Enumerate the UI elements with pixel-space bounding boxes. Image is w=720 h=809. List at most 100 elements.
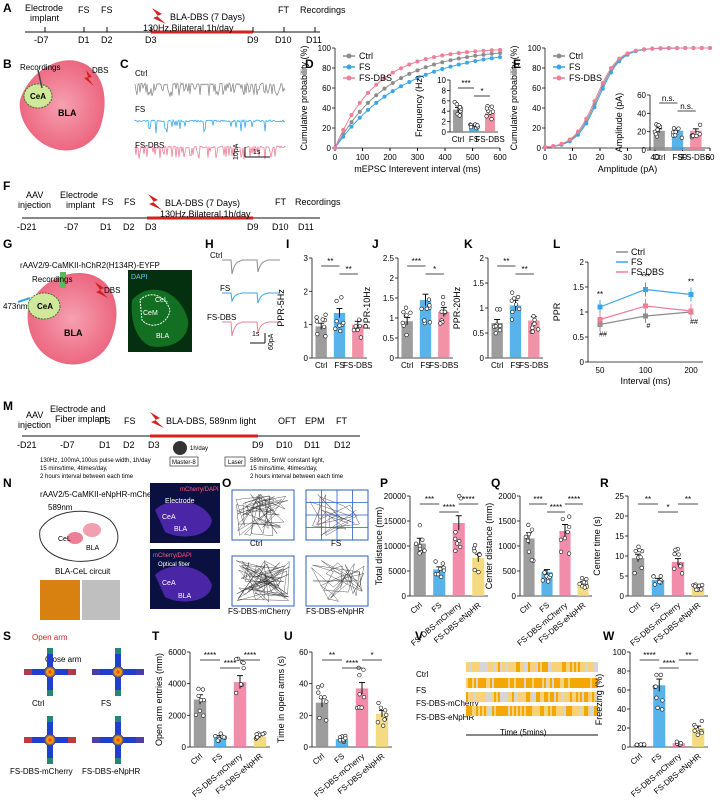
bar	[653, 685, 666, 747]
timeline-f-fs: FS	[124, 197, 136, 207]
panel-label-f: F	[3, 179, 10, 193]
raster-cell	[546, 678, 548, 688]
raster-cell	[584, 706, 586, 716]
bar	[485, 113, 495, 132]
trace-line	[134, 144, 286, 160]
data-point	[404, 313, 409, 318]
data-point	[493, 331, 498, 336]
raster-cell	[538, 678, 540, 688]
sig-label: ****	[204, 651, 216, 660]
x-tick-label: FS	[650, 752, 664, 765]
raster-cell	[596, 662, 598, 672]
label-bla: BLA	[64, 328, 83, 338]
raster-cell	[544, 678, 546, 688]
y-tick-label: 10000	[384, 542, 407, 551]
raster-cell	[588, 706, 590, 716]
x-tick-label: Ctrl	[629, 752, 644, 767]
sig-label: ****	[443, 503, 455, 512]
group-label: FS-DBS-eNpHR	[306, 607, 364, 616]
y-tick-label: 40	[299, 680, 308, 689]
timeline-m-note: 15 mins/time, 4times/day,	[250, 466, 318, 472]
arm-hotspot	[115, 716, 121, 722]
ppr-traces	[222, 259, 280, 337]
data-point	[317, 715, 322, 721]
timeline-a-day: -D7	[34, 35, 49, 45]
data-point	[334, 298, 339, 304]
x-tick-label: 300	[411, 153, 425, 162]
trace-label-fsdbs: FS-DBS	[207, 313, 236, 322]
data-point	[341, 320, 346, 326]
raster-cell	[520, 692, 522, 702]
raster-cell	[578, 662, 580, 672]
raster-cell	[500, 662, 502, 672]
raster-cell	[518, 662, 520, 672]
sig-label: ****	[462, 495, 474, 504]
series-line	[544, 47, 710, 148]
x-tick-label: 200	[383, 153, 397, 162]
x-tick-label: 400	[438, 153, 452, 162]
timeline-m-note: 2 hours interval between each time	[40, 474, 134, 480]
raster-cell	[520, 662, 522, 672]
bar	[509, 305, 522, 358]
bar	[690, 130, 702, 150]
label-bla: BLA	[58, 108, 77, 118]
raster-cell	[500, 706, 502, 716]
y-tick-label: 1500	[498, 517, 516, 526]
data-point	[692, 728, 697, 733]
data-point	[200, 687, 205, 692]
sig-label: *	[480, 87, 483, 96]
sig-label: ****	[346, 659, 358, 668]
timeline-m-electrode: Electrode and	[50, 404, 106, 414]
data-point	[319, 683, 325, 688]
label-473nm: 473nm	[3, 302, 28, 311]
data-point	[424, 306, 430, 311]
data-point	[201, 713, 206, 718]
data-point	[494, 307, 500, 312]
raster-cell	[542, 678, 544, 688]
timeline-m-day: D9	[252, 440, 264, 450]
row-label: FS-DBS-eNpHR	[416, 713, 474, 722]
data-point	[441, 568, 447, 573]
y-tick-label: 1	[390, 314, 395, 323]
raster-cell	[516, 678, 518, 688]
raster-cell	[584, 692, 586, 702]
data-point	[513, 302, 519, 307]
timeline-m-day: -D21	[17, 440, 37, 450]
x-tick-label: 50	[596, 366, 605, 375]
y-tick-label: 10	[437, 76, 446, 85]
data-point	[699, 587, 704, 592]
x-tick-label: FS	[430, 601, 444, 614]
raster-cell	[480, 662, 482, 672]
raster-cell	[580, 692, 582, 702]
data-point	[458, 544, 463, 550]
panel-f: F AAV injection Electrode implant -D21 -…	[3, 179, 341, 232]
bar	[193, 699, 207, 747]
x-tick-label: FS	[510, 361, 520, 370]
raster-cell	[492, 662, 494, 672]
bar	[315, 326, 327, 358]
data-point	[215, 738, 220, 743]
y-tick-label: 4000	[168, 680, 186, 689]
data-point	[523, 534, 528, 540]
data-point	[401, 310, 406, 315]
sig-label: **	[685, 495, 691, 504]
data-point	[632, 571, 637, 576]
raster-cell	[516, 662, 518, 672]
raster-cell	[516, 706, 518, 716]
data-point	[540, 578, 545, 583]
raster-cell	[512, 692, 514, 702]
legend-marker	[346, 64, 352, 70]
panel-label-l: L	[553, 237, 560, 251]
raster-cell	[568, 706, 570, 716]
lightning-icon	[148, 194, 162, 210]
raster-cell	[502, 662, 504, 672]
data-point	[674, 739, 679, 744]
data-point	[384, 712, 389, 717]
timeline-m-perday: 1h/day	[190, 446, 208, 452]
raster-xlabel: Time (5mins)	[500, 728, 547, 737]
data-point	[526, 531, 532, 537]
raster-cell	[490, 692, 492, 702]
data-point	[337, 323, 342, 328]
y-tick-label: 0.5	[573, 333, 585, 342]
raster-cell	[596, 678, 598, 688]
